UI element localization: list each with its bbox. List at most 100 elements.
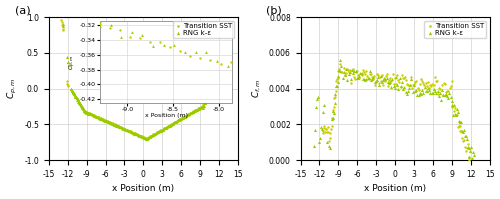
Transition SST [207, 90, 215, 93]
RNG k-ε [152, 132, 160, 135]
Transition SST [404, 82, 411, 85]
RNG k-ε [416, 91, 424, 94]
RNG k-ε [436, 91, 444, 95]
RNG k-ε [388, 77, 396, 81]
RNG k-ε [117, 126, 125, 129]
RNG k-ε [157, 129, 165, 132]
Transition SST [430, 83, 438, 87]
RNG k-ε [114, 125, 122, 128]
RNG k-ε [429, 92, 437, 95]
RNG k-ε [142, 137, 150, 140]
RNG k-ε [76, 101, 84, 104]
RNG k-ε [469, 150, 477, 153]
RNG k-ε [104, 120, 112, 123]
RNG k-ε [122, 128, 130, 131]
Transition SST [179, 116, 187, 119]
RNG k-ε [200, 106, 207, 109]
RNG k-ε [77, 104, 85, 107]
Transition SST [96, 117, 104, 120]
RNG k-ε [203, 97, 211, 100]
RNG k-ε [92, 115, 100, 118]
RNG k-ε [148, 134, 156, 137]
RNG k-ε [70, 93, 78, 96]
Transition SST [176, 118, 184, 121]
RNG k-ε [138, 135, 146, 138]
RNG k-ε [417, 93, 425, 96]
RNG k-ε [362, 78, 370, 81]
Transition SST [356, 76, 364, 79]
RNG k-ε [105, 120, 113, 124]
Text: (a): (a) [15, 6, 30, 16]
RNG k-ε [107, 121, 115, 125]
RNG k-ε [196, 106, 203, 109]
RNG k-ε [103, 120, 111, 123]
RNG k-ε [79, 107, 87, 110]
RNG k-ε [212, 81, 220, 85]
RNG k-ε [414, 93, 422, 97]
RNG k-ε [434, 90, 442, 93]
Transition SST [180, 116, 188, 119]
Transition SST [328, 117, 336, 120]
Transition SST [216, 74, 224, 77]
Transition SST [420, 84, 428, 87]
RNG k-ε [468, 156, 476, 160]
RNG k-ε [70, 92, 78, 95]
RNG k-ε [114, 125, 122, 128]
Transition SST [144, 136, 152, 139]
RNG k-ε [97, 117, 105, 120]
Transition SST [333, 77, 341, 81]
RNG k-ε [208, 85, 216, 88]
RNG k-ε [150, 133, 158, 136]
RNG k-ε [158, 128, 166, 131]
RNG k-ε [70, 92, 78, 96]
RNG k-ε [356, 71, 364, 74]
Transition SST [141, 137, 149, 140]
Transition SST [184, 114, 192, 117]
RNG k-ε [63, 56, 71, 59]
Transition SST [192, 108, 200, 112]
RNG k-ε [186, 112, 194, 115]
Transition SST [334, 70, 342, 73]
Transition SST [454, 125, 462, 128]
Transition SST [345, 70, 353, 74]
Transition SST [394, 79, 402, 82]
RNG k-ε [187, 112, 195, 115]
RNG k-ε [464, 147, 472, 150]
Transition SST [344, 68, 352, 72]
Transition SST [202, 96, 210, 99]
Transition SST [94, 116, 102, 119]
Transition SST [410, 82, 418, 85]
Transition SST [121, 127, 129, 131]
RNG k-ε [318, 128, 326, 131]
Transition SST [154, 130, 162, 133]
Transition SST [109, 122, 117, 126]
Transition SST [115, 125, 123, 128]
Transition SST [425, 86, 433, 89]
RNG k-ε [361, 78, 369, 81]
RNG k-ε [146, 136, 154, 139]
Transition SST [321, 131, 329, 134]
Transition SST [200, 104, 207, 107]
Transition SST [330, 106, 338, 109]
RNG k-ε [438, 89, 446, 92]
Transition SST [463, 147, 471, 150]
Transition SST [128, 131, 136, 134]
Transition SST [107, 122, 115, 125]
Transition SST [99, 118, 107, 121]
Transition SST [409, 83, 417, 86]
RNG k-ε [154, 131, 162, 134]
RNG k-ε [197, 105, 205, 108]
Transition SST [112, 123, 120, 127]
Transition SST [353, 69, 361, 73]
RNG k-ε [382, 76, 390, 80]
RNG k-ε [86, 112, 94, 115]
RNG k-ε [130, 131, 138, 134]
Transition SST [142, 138, 150, 141]
X-axis label: x Position (m): x Position (m) [112, 184, 174, 193]
RNG k-ε [213, 77, 221, 80]
RNG k-ε [373, 78, 381, 81]
Transition SST [200, 102, 208, 105]
Transition SST [175, 118, 183, 121]
Transition SST [361, 73, 369, 76]
Transition SST [418, 80, 426, 83]
